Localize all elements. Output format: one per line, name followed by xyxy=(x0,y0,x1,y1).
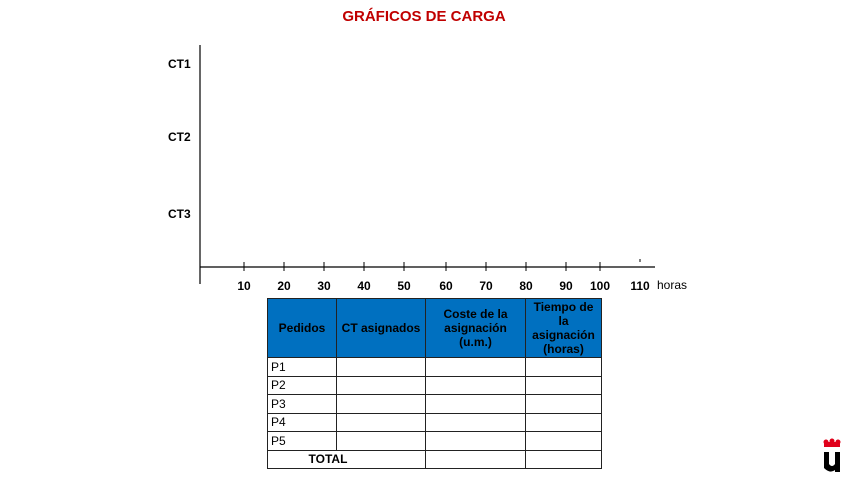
table-cell[interactable] xyxy=(425,394,526,414)
table-cell[interactable] xyxy=(425,412,526,432)
x-tick-label: 60 xyxy=(439,279,453,293)
table-row: P2 xyxy=(267,375,602,395)
total-cell[interactable] xyxy=(525,449,602,469)
table-cell[interactable] xyxy=(336,412,426,432)
table-row: P1 xyxy=(267,357,602,377)
table-cell[interactable] xyxy=(336,375,426,395)
x-tick-label: 40 xyxy=(357,279,371,293)
x-tick-label: 30 xyxy=(317,279,331,293)
table-row: P5 xyxy=(267,431,602,451)
x-tick-label: 50 xyxy=(397,279,411,293)
table-cell[interactable] xyxy=(525,357,602,377)
table-cell[interactable] xyxy=(525,394,602,414)
assignment-table: Pedidos CT asignados Coste de la asignac… xyxy=(267,298,602,469)
page-title: GRÁFICOS DE CARGA xyxy=(342,8,506,25)
pedido-label: P4 xyxy=(267,412,337,432)
table-cell[interactable] xyxy=(525,412,602,432)
x-tick-label: 90 xyxy=(559,279,573,293)
university-logo xyxy=(821,438,843,474)
table-cell[interactable] xyxy=(425,357,526,377)
pedido-label: P5 xyxy=(267,431,337,451)
x-tick-label: 20 xyxy=(277,279,291,293)
table-cell[interactable] xyxy=(425,431,526,451)
x-tick-label: 100 xyxy=(589,279,611,293)
x-tick-label: 110 xyxy=(630,279,650,293)
table-cell[interactable] xyxy=(336,394,426,414)
pedido-label: P3 xyxy=(267,394,337,414)
row-label-ct3: CT3 xyxy=(168,207,191,221)
header-pedidos: Pedidos xyxy=(267,298,337,358)
total-label: TOTAL xyxy=(267,449,426,469)
table-row: P3 xyxy=(267,394,602,414)
row-label-ct1: CT1 xyxy=(168,57,191,71)
table-cell[interactable] xyxy=(525,431,602,451)
table-cell[interactable] xyxy=(336,431,426,451)
header-ct: CT asignados xyxy=(336,298,426,358)
pedido-label: P1 xyxy=(267,357,337,377)
total-cell[interactable] xyxy=(425,449,526,469)
table-cell[interactable] xyxy=(525,375,602,395)
header-coste: Coste de la asignación (u.m.) xyxy=(425,298,526,358)
x-tick-label: 10 xyxy=(237,279,251,293)
header-tiempo: Tiempo de la asignación (horas) xyxy=(525,298,602,358)
table-cell[interactable] xyxy=(425,375,526,395)
x-axis-unit: horas xyxy=(657,278,688,292)
x-tick-label: 70 xyxy=(479,279,493,293)
x-tick-label: 80 xyxy=(519,279,533,293)
load-chart-axes xyxy=(199,45,655,284)
table-row: P4 xyxy=(267,412,602,432)
table-cell[interactable] xyxy=(336,357,426,377)
pedido-label: P2 xyxy=(267,375,337,395)
row-label-ct2: CT2 xyxy=(168,130,191,144)
